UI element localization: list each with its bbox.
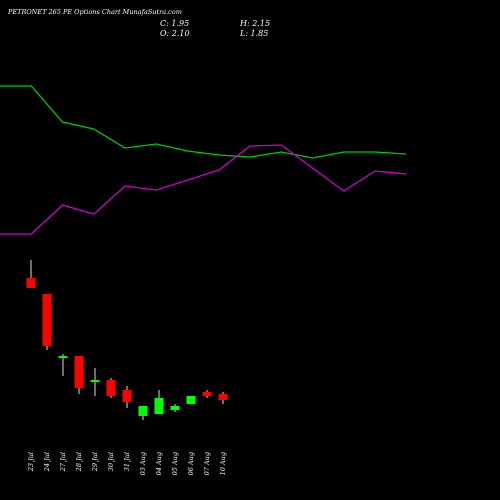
candle-body (138, 406, 148, 416)
line-series (0, 144, 407, 235)
x-tick-label: 03 Aug (139, 452, 147, 475)
x-tick-label: 06 Aug (187, 452, 195, 475)
candle-body (218, 394, 228, 400)
candle-body (26, 278, 36, 288)
candle-body (106, 380, 116, 396)
candle-body (122, 390, 132, 402)
x-tick-label: 28 Jul (75, 452, 83, 472)
ohlc-high: H: 2.15 (239, 19, 270, 28)
candle-body (186, 396, 196, 404)
x-tick-label: 07 Aug (203, 452, 211, 475)
x-tick-label: 04 Aug (155, 452, 163, 475)
candle-body (58, 356, 68, 358)
ohlc-close: C: 1.95 (160, 19, 189, 28)
candle-body (154, 398, 164, 414)
x-tick-label: 27 Jul (59, 452, 67, 472)
line-series (0, 85, 407, 159)
candle-body (170, 406, 180, 410)
x-tick-label: 23 Jul (27, 452, 35, 472)
x-tick-label: 30 Jul (107, 452, 115, 471)
candle-body (42, 294, 52, 346)
x-tick-label: 05 Aug (171, 452, 179, 475)
ohlc-low: L: 1.85 (239, 29, 268, 38)
x-tick-label: 31 Jul (123, 452, 131, 471)
candle-body (90, 380, 100, 382)
ohlc-open: O: 2.10 (160, 29, 190, 38)
chart-title: PETRONET 265 PE Options Chart MunafaSutr… (7, 8, 182, 16)
candle-body (74, 356, 84, 388)
x-tick-label: 10 Aug (219, 452, 227, 475)
candle-body (202, 392, 212, 396)
x-tick-label: 29 Jul (91, 452, 99, 472)
x-tick-label: 24 Jul (43, 452, 51, 472)
